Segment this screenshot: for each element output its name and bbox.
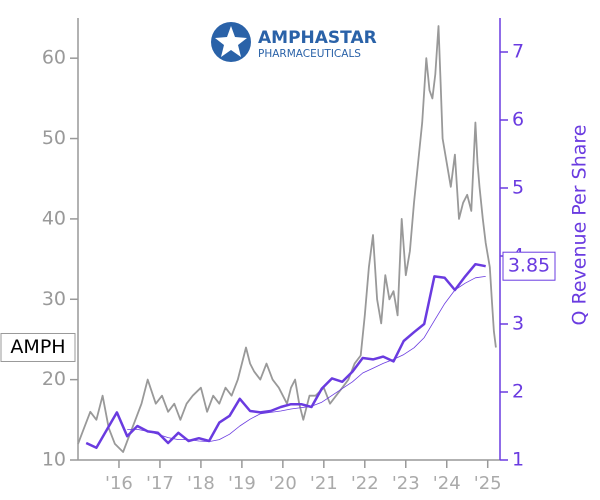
x-tick-label: '23 [392,473,420,494]
x-tick-label: '21 [310,473,338,494]
series-line [85,262,486,450]
y-tick-label: 60 [42,47,66,69]
logo: AMPHASTAR PHARMACEUTICALS [211,22,377,62]
x-tick-label: '20 [269,473,297,494]
logo-tagline: PHARMACEUTICALS [258,48,361,60]
x-tick-label: '22 [351,473,379,494]
y2-axis-label: Q Revenue Per Share [569,125,591,326]
price-label-box [0,332,76,362]
price-label: AMPH [10,336,65,358]
y2-tick-label: 3 [512,313,524,335]
y-tick-label: 20 [42,368,66,390]
y2-tick-label: 7 [512,41,524,63]
y2-tick-label: 5 [512,177,524,199]
y2-tick-label: 1 [512,449,524,471]
revenue-label: 3.85 [508,255,550,277]
logo-star [215,26,247,57]
y-tick-label: 40 [42,207,66,229]
x-tick-label: '18 [187,473,215,494]
x-tick-label: '24 [433,473,461,494]
x-tick-label: '17 [146,473,174,494]
revenue-label-box [502,251,556,281]
y2-tick-label: 2 [512,381,524,403]
x-tick-label: '25 [474,473,502,494]
series-line [127,276,486,442]
y-tick-label: 30 [42,288,66,310]
x-tick-label: '16 [105,473,133,494]
logo-name: AMPHASTAR [258,28,377,48]
series-line [77,25,497,453]
x-tick-label: '19 [228,473,256,494]
y-tick-label: 10 [42,449,66,471]
y2-tick-label: 6 [512,109,524,131]
y-tick-label: 50 [42,127,66,149]
